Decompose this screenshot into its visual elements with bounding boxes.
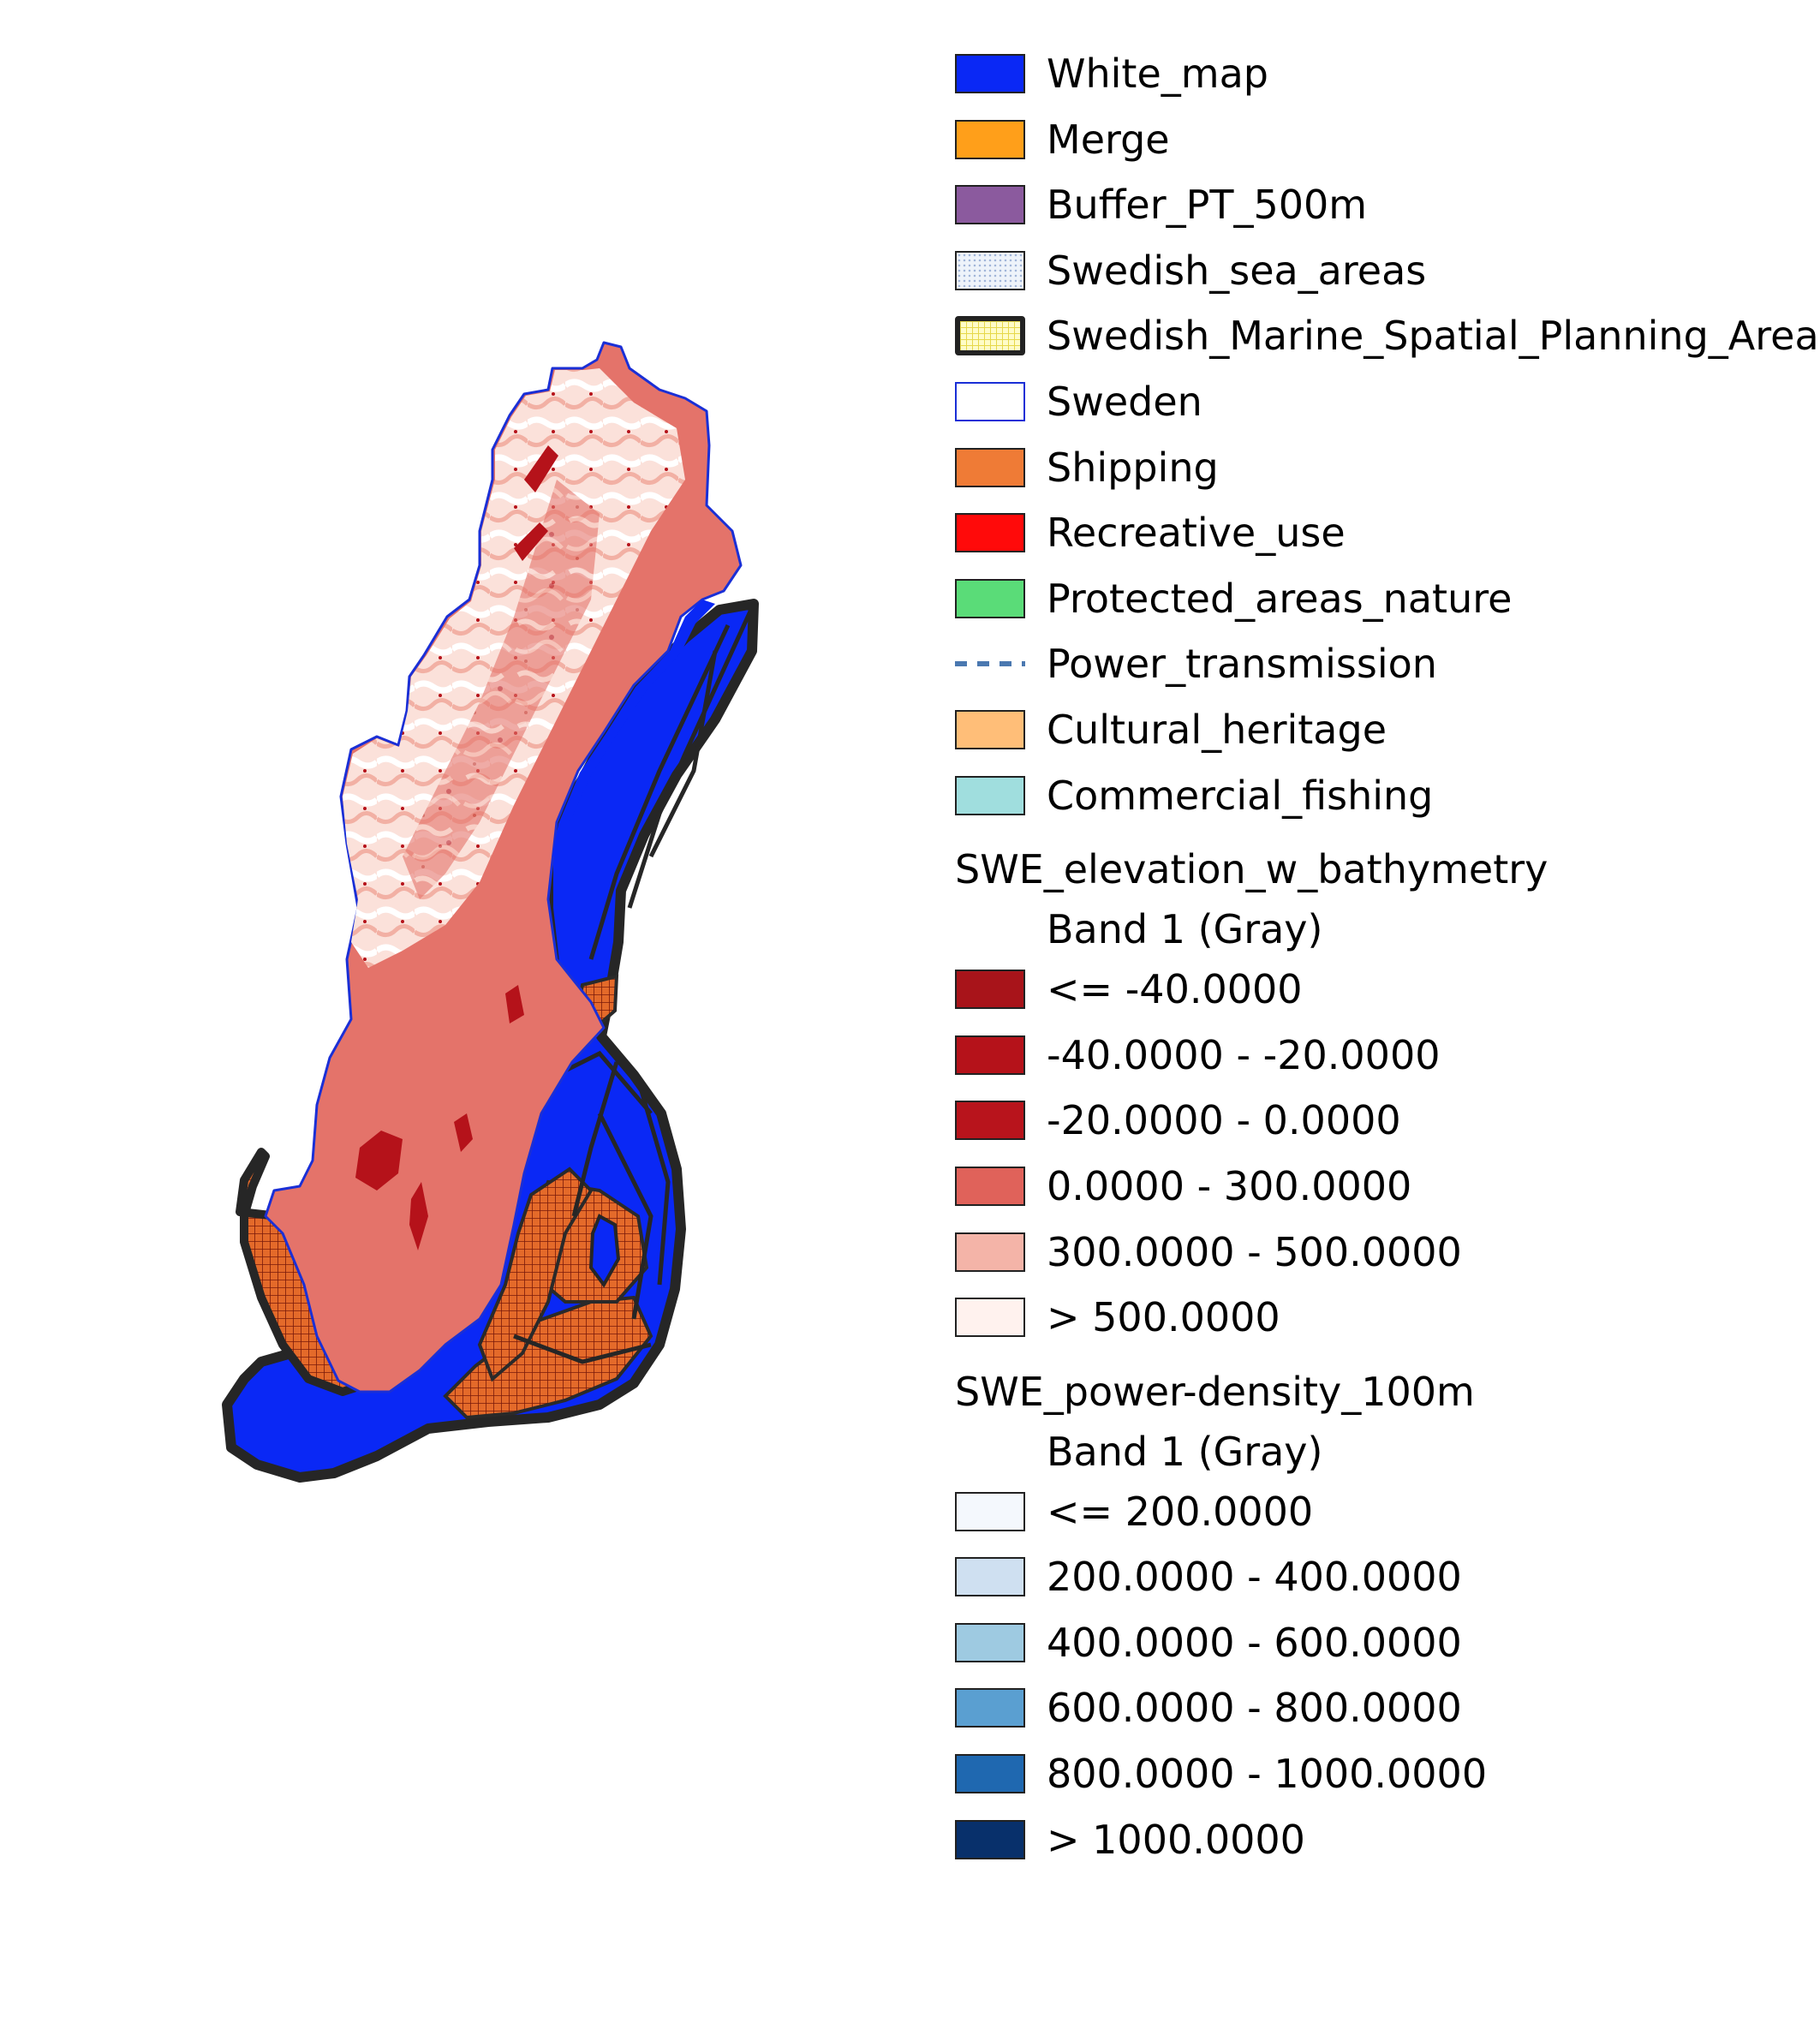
legend-item-protected-areas: Protected_areas_nature (955, 572, 1811, 638)
legend-label: Swedish_Marine_Spatial_Planning_Area (1047, 313, 1819, 360)
legend-label: -20.0000 - 0.0000 (1047, 1097, 1401, 1144)
legend-swatch-elevation-5 (955, 1298, 1025, 1338)
legend-label: 0.0000 - 300.0000 (1047, 1162, 1412, 1209)
legend-label: <= 200.0000 (1047, 1488, 1314, 1535)
legend-swatch-sea-areas (955, 250, 1025, 290)
legend-power-density-class: 200.0000 - 400.0000 (955, 1550, 1811, 1616)
legend-elevation-class: <= -40.0000 (955, 963, 1811, 1029)
legend-swatch-recreative-use (955, 513, 1025, 553)
sweden-land (264, 341, 743, 1393)
legend-swatch-elevation-0 (955, 970, 1025, 1010)
legend-label: Recreative_use (1047, 510, 1346, 557)
legend-swatch-shipping (955, 447, 1025, 487)
lakes (355, 445, 558, 1250)
legend-item-msp-area: Swedish_Marine_Spatial_Planning_Area (955, 309, 1819, 375)
legend-elevation-title: SWE_elevation_w_bathymetry (955, 846, 1548, 893)
legend-item-sea-areas: Swedish_sea_areas (955, 244, 1811, 310)
legend-power-density-class: 600.0000 - 800.0000 (955, 1681, 1811, 1747)
legend-power-density-class: <= 200.0000 (955, 1485, 1811, 1551)
legend-label: Shipping (1047, 444, 1219, 491)
legend-label: 300.0000 - 500.0000 (1047, 1228, 1462, 1275)
legend-power-density-class: > 1000.0000 (955, 1813, 1811, 1879)
legend-swatch-elevation-2 (955, 1101, 1025, 1141)
legend-item-shipping: Shipping (955, 441, 1811, 507)
legend-swatch-elevation-4 (955, 1232, 1025, 1272)
south-baltic-msp (443, 1295, 653, 1420)
legend-power-density-class: 800.0000 - 1000.0000 (955, 1747, 1811, 1813)
legend-swatch-power-4 (955, 1754, 1025, 1794)
legend-label: > 1000.0000 (1047, 1816, 1305, 1863)
legend-swatch-power-3 (955, 1688, 1025, 1728)
legend-label: Protected_areas_nature (1047, 575, 1513, 622)
legend-swatch-commercial-fishing (955, 775, 1025, 815)
shipping-lanes (513, 602, 756, 1364)
legend-swatch-white-map (955, 54, 1025, 93)
legend-item-merge: Merge (955, 113, 1811, 179)
legend-swatch-power-5 (955, 1819, 1025, 1859)
high-relief-band (403, 480, 600, 899)
legend-elevation-class: > 500.0000 (955, 1291, 1811, 1357)
legend-label: Buffer_PT_500m (1047, 182, 1368, 229)
legend-label: <= -40.0000 (1047, 966, 1303, 1013)
legend-swatch-power-transmission (955, 661, 1025, 667)
sweden-map (222, 341, 759, 1483)
legend-label: -40.0000 - -20.0000 (1047, 1031, 1441, 1078)
legend-power-density-title: SWE_power-density_100m (955, 1368, 1475, 1415)
legend-swatch-merge (955, 119, 1025, 159)
legend-label: > 500.0000 (1047, 1294, 1280, 1341)
legend-swatch-elevation-1 (955, 1035, 1025, 1075)
legend-swatch-msp-area (955, 316, 1025, 356)
legend-label: Cultural_heritage (1047, 706, 1387, 753)
legend-item-commercial-fishing: Commercial_fishing (955, 769, 1811, 835)
legend-swatch-cultural-heritage (955, 709, 1025, 749)
legend-label: Power_transmission (1047, 641, 1437, 688)
legend-item-white-map: White_map (955, 47, 1811, 113)
legend-power-density-band: Band 1 (Gray) (1047, 1428, 1323, 1475)
legend-elevation-class: -20.0000 - 0.0000 (955, 1094, 1811, 1160)
legend-item-buffer: Buffer_PT_500m (955, 178, 1811, 244)
legend-swatch-power-2 (955, 1622, 1025, 1662)
legend-swatch-sweden (955, 381, 1025, 421)
map-legend: White_map Merge Buffer_PT_500m Swedish_s… (955, 47, 1819, 1879)
legend-item-cultural-heritage: Cultural_heritage (955, 703, 1811, 769)
legend-swatch-power-1 (955, 1557, 1025, 1597)
legend-swatch-buffer (955, 185, 1025, 225)
legend-swatch-protected-areas (955, 578, 1025, 618)
legend-swatch-power-0 (955, 1491, 1025, 1531)
legend-item-power-transmission: Power_transmission (955, 637, 1811, 703)
legend-elevation-class: 300.0000 - 500.0000 (955, 1226, 1811, 1292)
legend-label: Commercial_fishing (1047, 772, 1434, 819)
legend-label: Swedish_sea_areas (1047, 247, 1427, 294)
legend-swatch-elevation-3 (955, 1166, 1025, 1206)
legend-label: 200.0000 - 400.0000 (1047, 1554, 1462, 1601)
oland-island (588, 1214, 621, 1288)
legend-label: 600.0000 - 800.0000 (1047, 1685, 1462, 1732)
legend-label: Merge (1047, 116, 1170, 163)
legend-elevation-class: -40.0000 - -20.0000 (955, 1029, 1811, 1095)
legend-elevation-class: 0.0000 - 300.0000 (955, 1160, 1811, 1226)
legend-item-sweden: Sweden (955, 375, 1811, 441)
legend-label: 400.0000 - 600.0000 (1047, 1619, 1462, 1666)
legend-item-recreative-use: Recreative_use (955, 506, 1811, 572)
legend-label: White_map (1047, 51, 1268, 97)
legend-label: 800.0000 - 1000.0000 (1047, 1751, 1488, 1798)
legend-power-density-class: 400.0000 - 600.0000 (955, 1616, 1811, 1682)
legend-label: Sweden (1047, 378, 1202, 425)
legend-elevation-band: Band 1 (Gray) (1047, 906, 1323, 953)
